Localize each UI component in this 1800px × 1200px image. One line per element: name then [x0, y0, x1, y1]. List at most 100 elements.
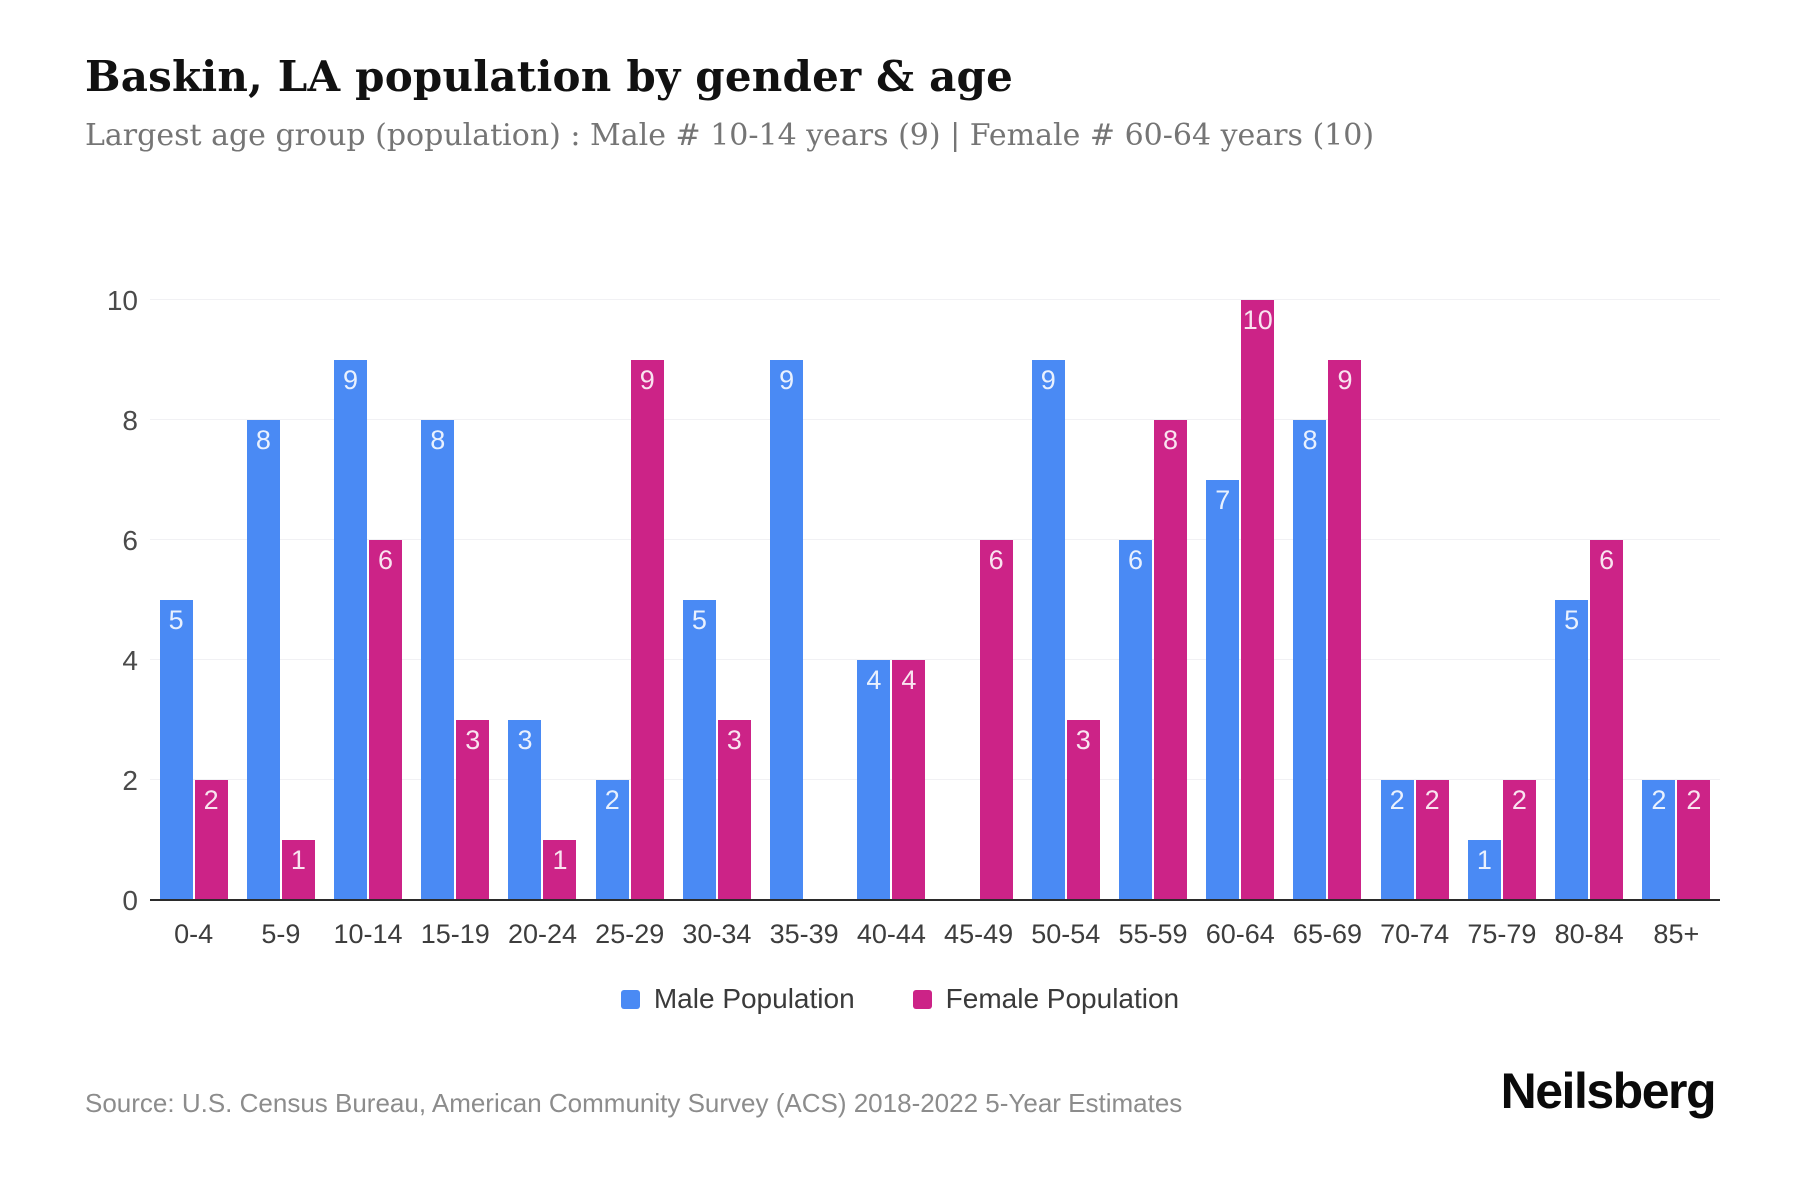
male-bar-60-64[interactable]: 7 [1206, 480, 1240, 900]
bar-value-label: 8 [1302, 425, 1318, 455]
bar-value-label: 8 [1163, 425, 1179, 455]
bar-value-label: 1 [1476, 845, 1492, 875]
female-bar-15-19[interactable]: 3 [456, 720, 490, 900]
male-bar-30-34[interactable]: 5 [682, 600, 716, 900]
female-bar-45-49[interactable]: 6 [979, 540, 1013, 900]
female-bar-25-29[interactable]: 9 [630, 360, 664, 900]
male-bar-80-84[interactable]: 5 [1555, 600, 1589, 900]
bar-value-label: 2 [1424, 785, 1440, 815]
y-tick-label: 10 [106, 285, 138, 316]
male-bar-65-69[interactable]: 8 [1293, 420, 1327, 900]
source-attribution: Source: U.S. Census Bureau, American Com… [85, 1088, 1183, 1118]
bar-group-40-44: 4 4 40-44 [848, 300, 935, 949]
female-bar-75-79[interactable]: 2 [1502, 780, 1536, 900]
x-tick-label-45-49: 45-49 [944, 919, 1014, 949]
legend-item-female[interactable]: Female Population [912, 983, 1180, 1015]
y-tick-label: 4 [122, 645, 138, 676]
bar-group-25-29: 2 9 25-29 [586, 300, 673, 949]
bar-value-label: 3 [1075, 725, 1091, 755]
bar-pair: 6 [945, 540, 1013, 900]
bar-value-label: 2 [1651, 785, 1667, 815]
female-bar-80-84[interactable]: 6 [1590, 540, 1624, 900]
male-bar-75-79[interactable]: 1 [1467, 840, 1501, 900]
female-bar-20-24[interactable]: 1 [543, 840, 577, 900]
x-tick-label-0-4: 0-4 [174, 919, 214, 949]
gridline-y-10 [150, 299, 1720, 300]
x-tick-label-75-79: 75-79 [1467, 919, 1537, 949]
bar-value-label: 2 [203, 785, 219, 815]
bar-group-20-24: 3 1 20-24 [499, 300, 586, 949]
x-tick-label-65-69: 65-69 [1292, 919, 1362, 949]
bar-value-label: 9 [1040, 365, 1056, 395]
female-bar-65-69[interactable]: 9 [1328, 360, 1362, 900]
bar-value-label: 9 [1337, 365, 1353, 395]
bar-pair: 9 [770, 360, 838, 900]
female-bar-50-54[interactable]: 3 [1066, 720, 1100, 900]
bar-value-label: 2 [604, 785, 620, 815]
female-bar-40-44[interactable]: 4 [892, 660, 926, 900]
male-bar-10-14[interactable]: 9 [334, 360, 368, 900]
male-bar-55-59[interactable]: 6 [1119, 540, 1153, 900]
female-bar-55-59[interactable]: 8 [1154, 420, 1188, 900]
female-bar-85+[interactable]: 2 [1677, 780, 1711, 900]
y-tick-label: 0 [122, 885, 138, 916]
male-bar-70-74[interactable]: 2 [1380, 780, 1414, 900]
chart-title: Baskin, LA population by gender & age [85, 52, 1014, 101]
gridline-y-2 [150, 779, 1720, 780]
gridline-y-4 [150, 659, 1720, 660]
x-tick-label-60-64: 60-64 [1205, 919, 1275, 949]
x-tick-label-50-54: 50-54 [1031, 919, 1101, 949]
legend-label-female: Female Population [945, 983, 1180, 1014]
bar-value-label: 5 [168, 605, 184, 635]
chart-subtitle: Largest age group (population) : Male # … [85, 118, 1375, 153]
female-bar-5-9[interactable]: 1 [281, 840, 315, 900]
bar-value-label: 6 [1599, 545, 1615, 575]
male-bar-20-24[interactable]: 3 [508, 720, 542, 900]
bar-value-label: 2 [1389, 785, 1405, 815]
neilsberg-logo[interactable]: Neilsberg [1500, 1063, 1717, 1119]
bar-value-label: 8 [430, 425, 446, 455]
legend-item-male[interactable]: Male Population [620, 983, 855, 1015]
bar-group-0-4: 5 2 0-4 [150, 300, 237, 949]
bar-group-10-14: 9 6 10-14 [324, 300, 411, 949]
bar-value-label: 9 [779, 365, 795, 395]
bar-value-label: 1 [290, 845, 306, 875]
male-bar-50-54[interactable]: 9 [1031, 360, 1065, 900]
x-tick-label-55-59: 55-59 [1118, 919, 1188, 949]
bar-value-label: 7 [1215, 485, 1231, 515]
male-bar-85+[interactable]: 2 [1642, 780, 1676, 900]
male-bar-40-44[interactable]: 4 [857, 660, 891, 900]
female-bar-30-34[interactable]: 3 [717, 720, 751, 900]
bar-value-label: 4 [901, 665, 917, 695]
y-axis: 0 2 4 6 8 10 [0, 285, 138, 916]
female-bar-0-4[interactable]: 2 [194, 780, 228, 900]
x-tick-label-5-9: 5-9 [261, 919, 301, 949]
female-bar-10-14[interactable]: 6 [369, 540, 403, 900]
bar-group-50-54: 9 3 50-54 [1022, 300, 1109, 949]
bar-groups: 5 2 0-4 8 1 5-9 9 6 10-14 8 3 15-19 3 1 20-24 2 9 25-29 5 3… [150, 300, 1720, 949]
male-bar-35-39[interactable]: 9 [770, 360, 804, 900]
male-bar-15-19[interactable]: 8 [421, 420, 455, 900]
bar-group-45-49: 6 45-49 [935, 300, 1022, 949]
male-bar-5-9[interactable]: 8 [246, 420, 280, 900]
male-bar-25-29[interactable]: 2 [595, 780, 629, 900]
female-bar-70-74[interactable]: 2 [1415, 780, 1449, 900]
female-bar-60-64[interactable]: 10 [1241, 300, 1275, 900]
bar-pair: 7 10 [1206, 300, 1275, 900]
x-tick-label-10-14: 10-14 [333, 919, 403, 949]
bar-value-label: 3 [465, 725, 481, 755]
bar-value-label: 6 [1128, 545, 1144, 575]
male-bar-0-4[interactable]: 5 [159, 600, 193, 900]
bar-value-label: 9 [639, 365, 655, 395]
plot-area: 5 2 0-4 8 1 5-9 9 6 10-14 8 3 15-19 3 1 20-24 2 9 25-29 5 3… [150, 299, 1720, 949]
